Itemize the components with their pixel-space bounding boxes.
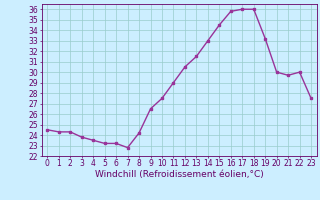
X-axis label: Windchill (Refroidissement éolien,°C): Windchill (Refroidissement éolien,°C) (95, 170, 264, 179)
